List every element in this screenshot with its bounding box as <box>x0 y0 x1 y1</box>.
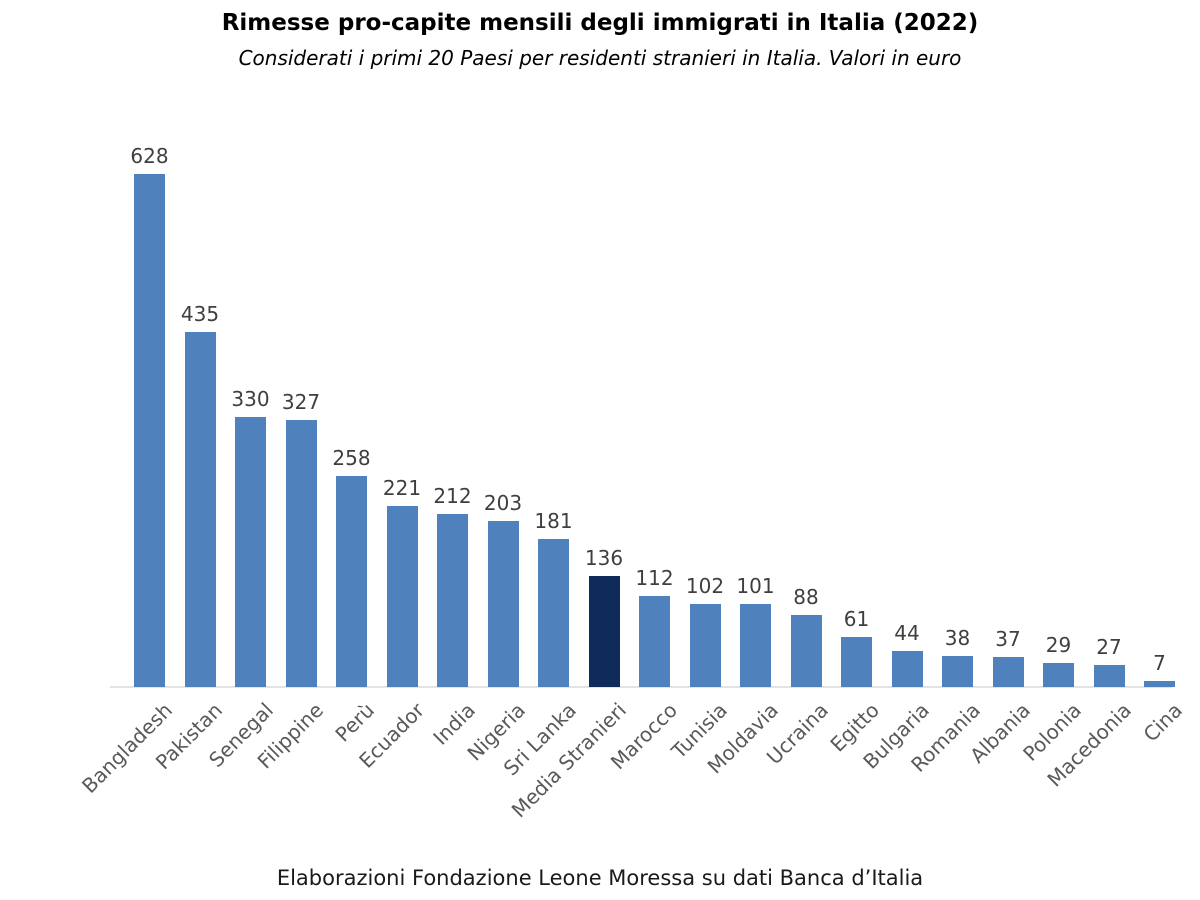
bar-tunisia <box>689 604 721 687</box>
source-note: Elaborazioni Fondazione Leone Moressa su… <box>276 866 924 890</box>
chart-title: Rimesse pro-capite mensili degli immigra… <box>221 10 979 36</box>
bar-filippine <box>285 420 317 687</box>
bar-value-label: 37 <box>995 627 1021 651</box>
bar-bulgaria <box>891 651 923 687</box>
bar-value-label: 112 <box>635 566 674 590</box>
bar-value-label: 88 <box>793 585 819 609</box>
bar-bangladesh <box>134 174 165 687</box>
bar-cina <box>1144 681 1175 687</box>
bar-albania <box>992 657 1024 687</box>
bar-value-label: 38 <box>944 626 971 650</box>
bar-polonia <box>1043 663 1074 687</box>
bar-sri-lanka <box>538 539 569 687</box>
bar-india <box>437 514 468 687</box>
bar-romania <box>942 656 973 687</box>
bar-nigeria <box>487 521 519 687</box>
bar-ucraina <box>790 615 822 687</box>
bar-perù <box>336 476 367 687</box>
bar-pakistan <box>184 332 216 687</box>
bar-senegal <box>235 417 266 687</box>
bar-marocco <box>639 596 670 687</box>
bar-value-label: 181 <box>534 509 573 533</box>
bar-value-label: 212 <box>433 484 472 508</box>
bar-value-label: 628 <box>130 144 169 168</box>
bar-moldavia <box>740 604 771 687</box>
bar-value-label: 44 <box>894 621 920 645</box>
bar-value-label: 61 <box>843 607 870 631</box>
bar-value-label: 258 <box>332 446 371 470</box>
bar-value-label: 102 <box>685 574 725 598</box>
bar-value-label: 136 <box>584 546 624 570</box>
bar-ecuador <box>386 506 418 687</box>
bar-egitto <box>841 637 872 687</box>
bar-value-label: 27 <box>1096 635 1122 659</box>
bar-value-label: 327 <box>281 390 321 414</box>
bar-value-label: 7 <box>1153 651 1166 675</box>
bar-value-label: 29 <box>1045 633 1072 657</box>
chart-subtitle: Considerati i primi 20 Paesi per residen… <box>238 46 962 70</box>
bar-media-stranieri <box>588 576 620 687</box>
bar-value-label: 435 <box>180 302 220 326</box>
bar-value-label: 221 <box>382 476 422 500</box>
bar-value-label: 330 <box>231 387 270 411</box>
bar-value-label: 203 <box>483 491 523 515</box>
x-axis-line <box>110 686 1172 688</box>
bar-value-label: 101 <box>736 574 775 598</box>
bar-macedonia <box>1093 665 1125 687</box>
